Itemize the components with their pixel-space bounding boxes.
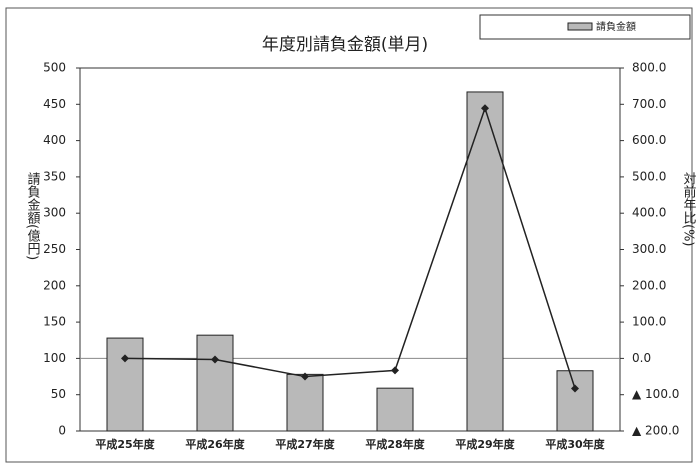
y2-tick-label: 100.0 [632, 315, 666, 329]
legend-label: 請負金額 [596, 20, 636, 33]
line-marker [481, 104, 489, 113]
x-tick-label: 平成28年度 [365, 437, 425, 451]
y2-tick-label: ▲ 100.0 [632, 387, 679, 401]
line-marker [391, 366, 399, 375]
x-tick-label: 平成29年度 [455, 437, 515, 451]
y2-tick-label: 600.0 [632, 133, 666, 147]
chart-title: 年度別請負金額(単月) [262, 35, 428, 55]
y-tick-label: 100 [43, 351, 66, 365]
y-axis-label: 請負金額(億円) [25, 172, 41, 260]
bar [196, 334, 234, 432]
line-marker [121, 354, 129, 363]
x-tick-label: 平成30年度 [545, 437, 605, 451]
y-tick-label: 200 [43, 278, 66, 292]
y-tick-label: 350 [43, 169, 66, 183]
y-tick-label: 0 [58, 424, 66, 438]
y2-tick-label: 300.0 [632, 242, 666, 256]
y2-tick-label: 0.0 [632, 351, 651, 365]
bar [106, 337, 144, 432]
y2-tick-label: 500.0 [632, 169, 666, 183]
chart-frame [5, 7, 693, 463]
line-marker [211, 355, 219, 364]
bar [556, 370, 594, 432]
bar [286, 373, 324, 432]
line [124, 105, 576, 389]
y2-axis-label: 対前年比(%) [681, 172, 697, 247]
x-tick-label: 平成26年度 [185, 437, 245, 451]
x-tick-label: 平成25年度 [95, 437, 155, 451]
x-tick-label: 平成27年度 [275, 437, 335, 451]
y2-tick-label: 700.0 [632, 97, 666, 111]
y-tick-label: 300 [43, 206, 66, 220]
y2-tick-label: 400.0 [632, 206, 666, 220]
bar [376, 387, 414, 432]
y-tick-label: 50 [51, 387, 66, 401]
line-marker [571, 384, 579, 393]
legend-swatch [567, 22, 593, 31]
legend-box [479, 14, 691, 40]
y2-tick-label: 200.0 [632, 278, 666, 292]
y2-tick-label: ▲ 200.0 [632, 424, 679, 438]
bar [466, 91, 504, 432]
y-tick-label: 450 [43, 97, 66, 111]
y-tick-label: 250 [43, 242, 66, 256]
y-tick-label: 500 [43, 61, 66, 75]
line-marker [301, 372, 309, 381]
y2-tick-label: 800.0 [632, 61, 666, 75]
y-tick-label: 400 [43, 133, 66, 147]
y-tick-label: 150 [43, 315, 66, 329]
